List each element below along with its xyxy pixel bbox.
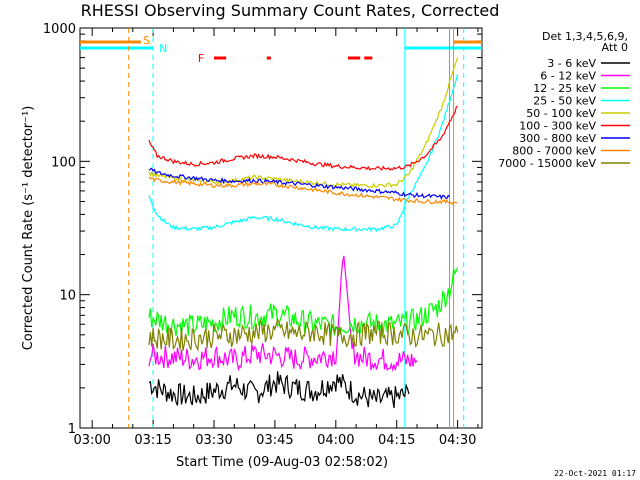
x-tick-label: 03:45 <box>256 433 293 448</box>
x-axis: 03:00 03:15 03:30 03:45 04:00 04:15 04:30 <box>73 28 479 448</box>
legend-entry-label: 12 - 25 keV <box>533 82 596 95</box>
y-axis-label: Corrected Count Rate (s⁻¹ detector⁻¹) <box>21 106 36 351</box>
y-axis: 1 10 100 1000 <box>43 22 482 437</box>
legend-header: Att 0 <box>602 41 628 54</box>
y-tick-label: 1000 <box>43 22 76 37</box>
series-line-1 <box>148 255 418 372</box>
legend-entry-label: 800 - 7000 keV <box>512 145 596 158</box>
x-tick-label: 04:30 <box>439 433 476 448</box>
series-line-7 <box>148 176 458 206</box>
y-tick-label: 100 <box>51 155 76 170</box>
x-tick-label: 03:15 <box>134 433 171 448</box>
legend-entry-label: 300 - 800 keV <box>519 132 596 145</box>
x-tick-label: 04:00 <box>317 433 354 448</box>
plot-frame <box>79 27 483 429</box>
legend-entry-label: 50 - 100 keV <box>526 107 596 120</box>
series-layer <box>148 57 459 408</box>
marker-s: S <box>143 34 150 47</box>
x-axis-label: Start Time (09-Aug-03 02:58:02) <box>176 455 388 470</box>
legend-header: Det 1,3,4,5,6,9, <box>542 30 628 43</box>
y-tick-label: 1 <box>68 422 76 437</box>
marker-f: F <box>198 52 204 65</box>
legend-entry-label: 3 - 6 keV <box>547 57 596 70</box>
legend-entry-label: 7000 - 15000 keV <box>498 157 596 170</box>
series-line-2 <box>148 267 459 337</box>
marker-n: N <box>159 42 167 55</box>
x-tick-label: 04:15 <box>378 433 415 448</box>
legend-entry-label: 25 - 50 keV <box>533 95 596 108</box>
x-tick-label: 03:00 <box>73 433 110 448</box>
legend-entry-label: 100 - 300 keV <box>519 120 596 133</box>
series-line-5 <box>148 105 458 171</box>
series-line-8 <box>148 317 459 353</box>
date-stamp: 22-Oct-2021 01:17 <box>554 469 636 478</box>
series-line-4 <box>148 57 459 188</box>
series-line-6 <box>148 167 450 201</box>
series-line-3 <box>148 74 459 233</box>
legend-entry-label: 6 - 12 keV <box>540 70 596 83</box>
annotation-layer: SN F <box>80 28 482 428</box>
series-line-0 <box>148 371 410 408</box>
x-tick-label: 03:30 <box>195 433 232 448</box>
chart-title: RHESSI Observing Summary Count Rates, Co… <box>81 1 500 20</box>
y-tick-label: 10 <box>59 289 76 304</box>
